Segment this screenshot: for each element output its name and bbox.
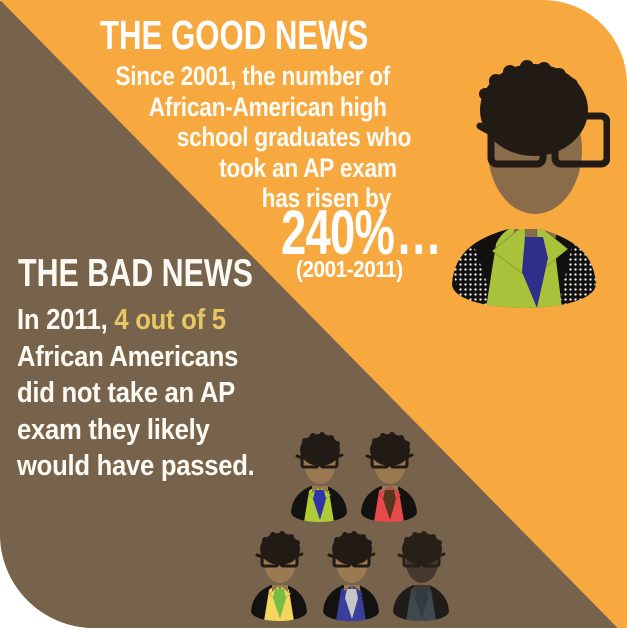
stat-year-range: (2001-2011) bbox=[296, 256, 403, 282]
glasses-icon bbox=[295, 451, 344, 469]
bad-news-line1-prefix: In 2011, bbox=[17, 304, 115, 336]
stat-240-percent: 240%... bbox=[281, 200, 442, 266]
graduate-bust-illustration bbox=[291, 432, 347, 522]
text-line: Since 2001, the number of bbox=[115, 61, 391, 91]
hair bbox=[260, 531, 300, 565]
graduate-lime-shirt bbox=[287, 427, 351, 522]
graduate-yellow-shirt bbox=[247, 526, 311, 621]
text-line: would have passed. bbox=[17, 450, 255, 483]
graduate-bust-illustration bbox=[393, 531, 449, 621]
hair bbox=[300, 432, 340, 466]
graduate-bust-illustration bbox=[361, 432, 417, 522]
graduate-red-shirt bbox=[357, 427, 421, 522]
glasses-icon bbox=[476, 112, 610, 168]
glasses-icon bbox=[327, 550, 376, 568]
hair bbox=[479, 60, 588, 156]
good-news-title: THE GOOD NEWS bbox=[100, 12, 369, 58]
stat-value: 240% bbox=[281, 198, 395, 268]
highlight-4-out-of-5: 4 out of 5 bbox=[114, 304, 226, 336]
graduate-bust-illustration bbox=[251, 531, 307, 621]
text-line: exam they likely bbox=[17, 413, 210, 446]
hair bbox=[370, 432, 410, 466]
text-line: has risen by bbox=[261, 183, 391, 213]
glasses-icon bbox=[365, 451, 414, 469]
hair bbox=[332, 531, 372, 565]
text-line: took an AP exam bbox=[218, 152, 397, 183]
stat-ellipsis: ... bbox=[397, 198, 443, 268]
bad-news-paragraph: In 2011, 4 out of 5 African Americans did… bbox=[17, 302, 255, 485]
text-line: In 2011, 4 out of 5 bbox=[17, 302, 254, 339]
glasses-icon bbox=[397, 550, 446, 568]
text-line: school graduates who bbox=[176, 122, 412, 152]
graduate-blue-shirt bbox=[319, 526, 383, 621]
good-news-paragraph: Since 2001, the number of African-America… bbox=[115, 61, 411, 214]
text-line: African Americans bbox=[17, 340, 239, 373]
hero-graduate-lime-shirt bbox=[452, 60, 610, 308]
bad-news-title: THE BAD NEWS bbox=[18, 252, 253, 295]
text-line: African-American high bbox=[148, 91, 387, 122]
bad-news-lines: African Americans did not take an AP exam … bbox=[17, 339, 255, 485]
text-line: did not take an AP bbox=[17, 377, 235, 410]
graduate-bust-illustration bbox=[323, 531, 379, 621]
graduate-shadowed bbox=[389, 526, 453, 621]
hair bbox=[402, 531, 442, 565]
glasses-icon bbox=[255, 550, 304, 568]
